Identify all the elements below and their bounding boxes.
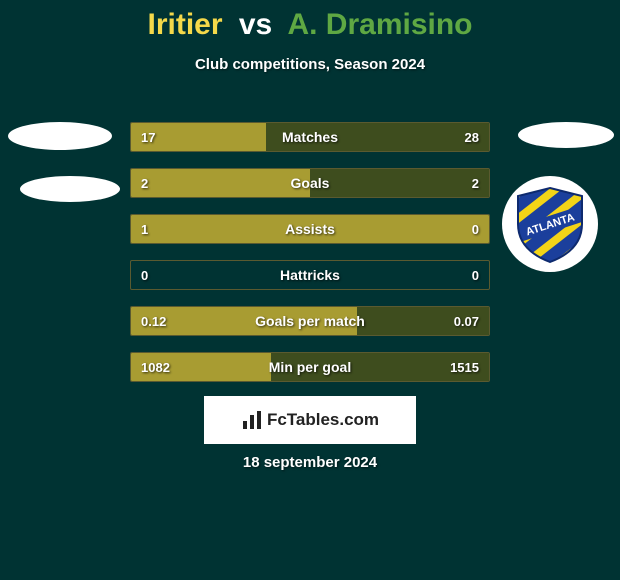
stat-row: 0.120.07Goals per match [130,306,490,336]
stat-label: Min per goal [131,353,489,381]
stats-bars: 1728Matches 22Goals 10Assists 00Hattricks 0.… [130,122,490,398]
brand-logo: FcTables.com [204,396,416,444]
stat-label: Assists [131,215,489,243]
stat-row: 22Goals [130,168,490,198]
player1-name: Iritier [147,8,222,41]
player2-photo-placeholder [518,122,614,148]
comparison-title: Iritier vs A. Dramisino [0,0,620,42]
stat-label: Goals per match [131,307,489,335]
stat-row: 1728Matches [130,122,490,152]
player1-photo-placeholder [8,122,112,150]
vs-label: vs [239,8,272,41]
stat-row: 00Hattricks [130,260,490,290]
stat-row: 10821515Min per goal [130,352,490,382]
stat-label: Goals [131,169,489,197]
club-badge-atlanta: ATLANTA [502,176,598,272]
stat-label: Matches [131,123,489,151]
shield-icon: ATLANTA [510,184,590,264]
player1-club-placeholder [20,176,120,202]
stat-label: Hattricks [131,261,489,289]
player2-name: A. Dramisino [287,8,472,41]
date-label: 18 september 2024 [0,454,620,471]
stat-row: 10Assists [130,214,490,244]
subtitle: Club competitions, Season 2024 [0,56,620,73]
brand-text: FcTables.com [267,410,379,430]
bars-icon [241,409,263,431]
